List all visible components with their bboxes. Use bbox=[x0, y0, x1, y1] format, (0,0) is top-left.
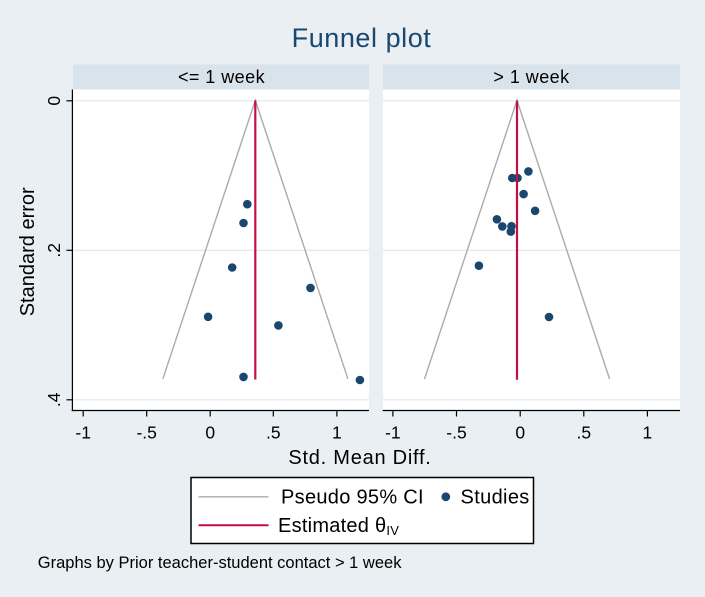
svg-text:1: 1 bbox=[332, 423, 342, 443]
svg-text:-1: -1 bbox=[75, 423, 91, 443]
svg-text:Graphs by Prior teacher-studen: Graphs by Prior teacher-student contact … bbox=[38, 554, 402, 572]
svg-text:.4: .4 bbox=[44, 392, 64, 407]
svg-text:Std. Mean Diff.: Std. Mean Diff. bbox=[288, 447, 431, 469]
svg-text:Pseudo 95% CI: Pseudo 95% CI bbox=[281, 487, 424, 509]
svg-text:.5: .5 bbox=[266, 423, 281, 443]
svg-text:Standard error: Standard error bbox=[17, 187, 39, 316]
svg-text:-.5: -.5 bbox=[136, 423, 156, 443]
svg-text:0: 0 bbox=[44, 96, 64, 106]
svg-text:-1: -1 bbox=[385, 423, 401, 443]
svg-text:-.5: -.5 bbox=[446, 423, 466, 443]
svg-text:1: 1 bbox=[643, 423, 653, 443]
svg-text:Estimated θIV: Estimated θIV bbox=[278, 515, 399, 538]
svg-text:0: 0 bbox=[515, 423, 525, 443]
svg-text:<= 1 week: <= 1 week bbox=[178, 67, 266, 87]
svg-text:> 1 week: > 1 week bbox=[493, 67, 570, 87]
svg-text:.5: .5 bbox=[576, 423, 591, 443]
svg-text:0: 0 bbox=[205, 423, 215, 443]
svg-text:Studies: Studies bbox=[461, 487, 530, 509]
svg-text:Funnel plot: Funnel plot bbox=[292, 23, 432, 53]
svg-text:.2: .2 bbox=[44, 243, 64, 258]
